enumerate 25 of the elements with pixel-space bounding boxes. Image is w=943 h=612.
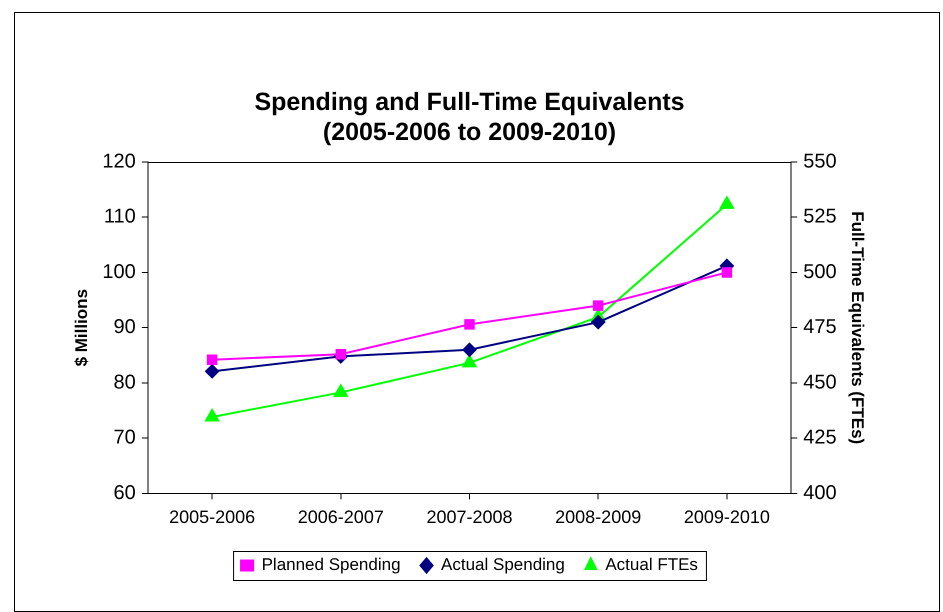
y2-tick-label: 475 bbox=[803, 316, 837, 338]
y-tick-label: 70 bbox=[114, 426, 136, 449]
y2-tick-label: 525 bbox=[803, 206, 837, 228]
y-axis-title: $ Millions bbox=[72, 288, 91, 366]
y-tick-label: 120 bbox=[102, 150, 136, 173]
y2-tick-label: 450 bbox=[803, 371, 837, 394]
y2-tick-label: 400 bbox=[803, 482, 837, 504]
x-tick-label: 2005-2006 bbox=[169, 507, 256, 528]
x-tick-label: 2008-2009 bbox=[555, 507, 642, 528]
y-tick-label: 100 bbox=[102, 260, 136, 283]
y-tick-label: 60 bbox=[114, 482, 136, 504]
legend-label: Actual Spending bbox=[441, 555, 565, 574]
y2-tick-label: 425 bbox=[803, 426, 837, 449]
y2-axis-title: Full-Time Equivalents (FTEs) bbox=[848, 211, 868, 444]
y2-tick-label: 550 bbox=[803, 150, 837, 173]
y-tick-label: 110 bbox=[104, 206, 136, 228]
chart-title: Spending and Full-Time Equivalents (2005-2006 to 2009-2010) bbox=[254, 88, 685, 146]
y2-tick-label: 500 bbox=[803, 260, 837, 283]
x-tick-label: 2006-2007 bbox=[298, 507, 384, 528]
x-tick-label: 2009-2010 bbox=[684, 507, 770, 528]
legend-label: Actual FTEs bbox=[605, 555, 698, 574]
y-tick-label: 90 bbox=[114, 316, 136, 338]
legend-label: Planned Spending bbox=[262, 555, 401, 574]
x-tick-label: 2007-2008 bbox=[426, 507, 513, 528]
y-tick-label: 80 bbox=[114, 371, 136, 394]
